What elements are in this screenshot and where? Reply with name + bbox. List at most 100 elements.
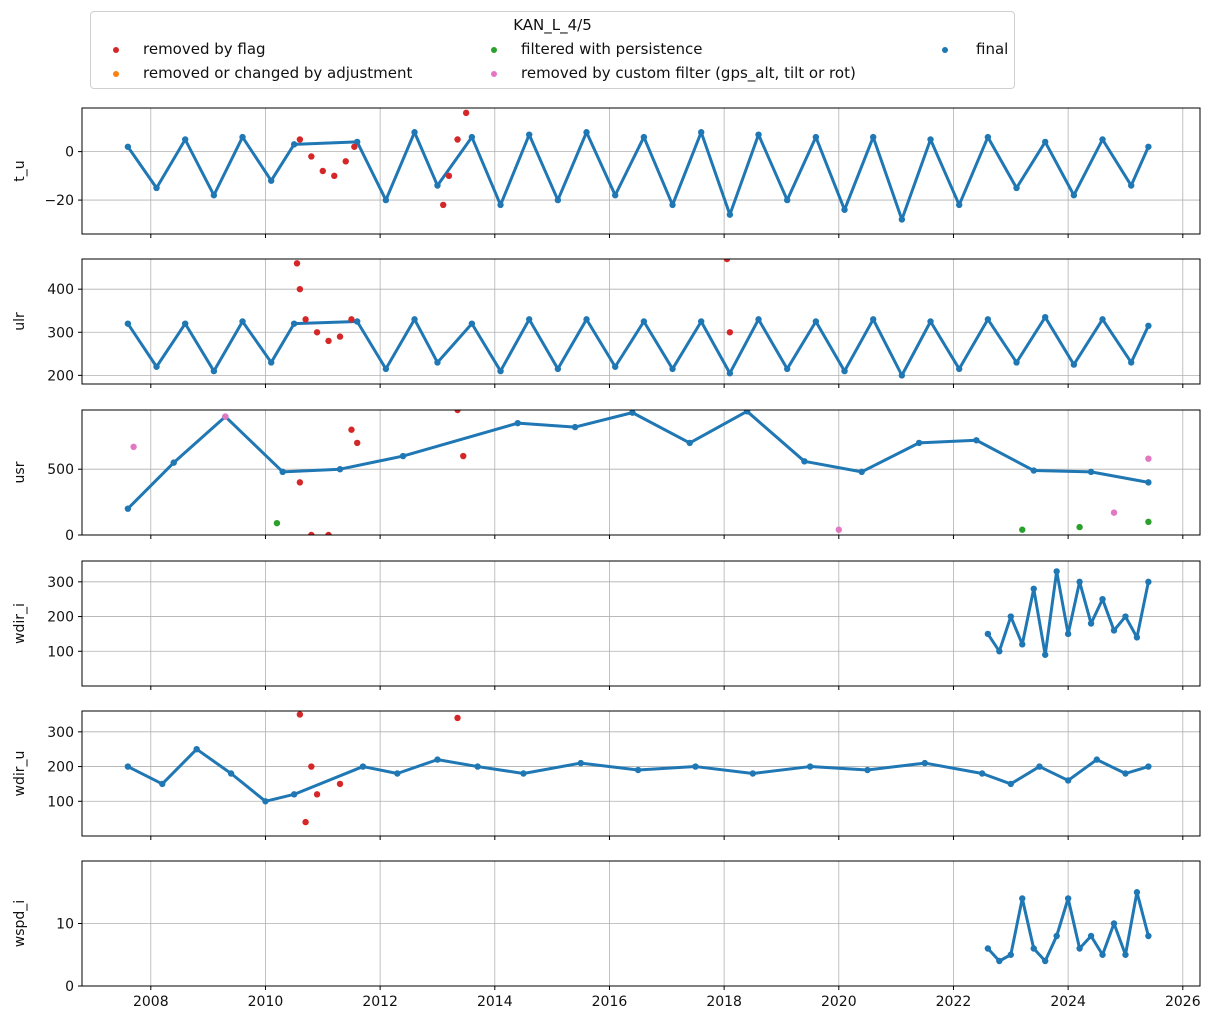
axes-frame xyxy=(81,560,1201,687)
point-final xyxy=(864,766,871,774)
point-final xyxy=(640,133,648,141)
point-final xyxy=(434,359,441,366)
point-removed-by-flag xyxy=(293,260,301,267)
point-final xyxy=(1110,627,1118,634)
point-removed-by-flag xyxy=(325,337,332,345)
point-final xyxy=(634,766,642,774)
point-removed-by-flag xyxy=(342,158,349,165)
point-final xyxy=(858,468,865,476)
point-final xyxy=(755,316,762,323)
x-tick-label: 2016 xyxy=(592,994,628,1010)
point-final xyxy=(1042,651,1049,658)
x-tick-label: 2024 xyxy=(1050,994,1086,1010)
point-final xyxy=(1013,184,1020,192)
point-removed-by-flag xyxy=(302,818,309,826)
point-final xyxy=(434,182,441,189)
point-removed-by-flag xyxy=(723,259,731,263)
data-layer xyxy=(124,259,1152,379)
legend-label: removed or changed by adjustment xyxy=(143,64,413,82)
point-final xyxy=(743,410,751,415)
point-final xyxy=(153,363,160,370)
point-final xyxy=(170,459,177,466)
point-final xyxy=(124,763,132,770)
point-final xyxy=(927,136,934,143)
point-filtered-with-persistence xyxy=(1019,526,1026,533)
point-final xyxy=(612,363,619,370)
series-line-final xyxy=(126,130,1150,221)
point-final xyxy=(359,763,367,770)
y-axis-label: t_u xyxy=(12,160,28,181)
point-removed-by-custom-filter xyxy=(1145,455,1152,462)
point-final xyxy=(669,365,676,373)
data-layer xyxy=(124,109,1152,223)
y-tick-label: 400 xyxy=(47,282,74,298)
point-final xyxy=(124,505,132,512)
point-final xyxy=(927,318,934,325)
point-final xyxy=(182,320,189,327)
point-final xyxy=(870,133,877,141)
point-final xyxy=(382,196,390,204)
series-line-final xyxy=(126,410,1149,510)
point-final xyxy=(1087,620,1095,627)
y-tick-label: 300 xyxy=(47,325,74,341)
point-final xyxy=(1122,951,1129,958)
point-final xyxy=(497,367,504,375)
panel-wdir_i: 100 200 300 wdir_i xyxy=(12,560,1201,690)
legend: KAN_L_4/5 removed by flag removed or cha… xyxy=(90,11,1015,89)
point-final xyxy=(1087,468,1095,476)
y-axis-label: wspd_i xyxy=(12,900,28,947)
point-filtered-with-persistence xyxy=(1145,518,1152,526)
point-final xyxy=(1042,957,1049,965)
series-line-final xyxy=(127,747,1149,803)
point-final xyxy=(1099,951,1106,958)
point-final xyxy=(755,131,762,138)
point-final xyxy=(239,133,246,141)
point-final xyxy=(279,468,286,476)
point-final xyxy=(268,177,275,184)
point-removed-by-custom-filter xyxy=(130,443,137,451)
panel-wdir_u: 100 200 300 wdir_u xyxy=(12,710,1201,840)
point-final xyxy=(1087,932,1095,940)
point-final xyxy=(1128,359,1135,366)
point-final xyxy=(1128,182,1135,189)
point-removed-by-flag xyxy=(460,452,467,460)
point-final xyxy=(898,216,906,223)
point-final xyxy=(1042,138,1049,146)
x-tick-label: 2012 xyxy=(362,994,398,1010)
point-final xyxy=(1122,770,1129,777)
point-final xyxy=(812,318,820,325)
point-final xyxy=(394,770,401,777)
data-layer xyxy=(124,410,1152,535)
y-tick-label: 100 xyxy=(47,644,74,660)
x-tick-label: 2026 xyxy=(1165,994,1201,1010)
axes-frame xyxy=(81,409,1201,536)
point-final xyxy=(629,410,636,416)
point-final xyxy=(1145,578,1152,586)
point-removed-by-flag xyxy=(308,531,315,535)
point-final xyxy=(1133,889,1141,896)
point-final xyxy=(526,131,533,138)
panel-ulr: 200 300 400 ulr xyxy=(12,258,1201,388)
point-final xyxy=(812,133,820,141)
axes-frame xyxy=(81,860,1201,987)
y-tick-label: 0 xyxy=(65,145,74,161)
point-final xyxy=(583,129,590,136)
point-removed-by-custom-filter xyxy=(1110,509,1118,516)
legend-label: removed by custom filter (gps_alt, tilt … xyxy=(521,64,856,82)
data-layer xyxy=(984,889,1152,965)
point-final xyxy=(841,367,848,375)
point-final xyxy=(956,365,963,373)
point-removed-by-flag xyxy=(296,285,304,293)
y-axis-label: wdir_u xyxy=(12,751,28,797)
point-final xyxy=(973,437,980,444)
point-final xyxy=(239,318,246,325)
series-line-final xyxy=(126,315,1150,377)
point-final xyxy=(434,756,441,763)
point-final xyxy=(1076,945,1083,952)
panel-t_u: −20 0 t_u xyxy=(12,107,1201,238)
point-final xyxy=(726,211,734,218)
point-final xyxy=(411,316,418,323)
point-final xyxy=(1145,322,1152,330)
point-final xyxy=(1007,951,1014,958)
point-final xyxy=(336,466,344,473)
